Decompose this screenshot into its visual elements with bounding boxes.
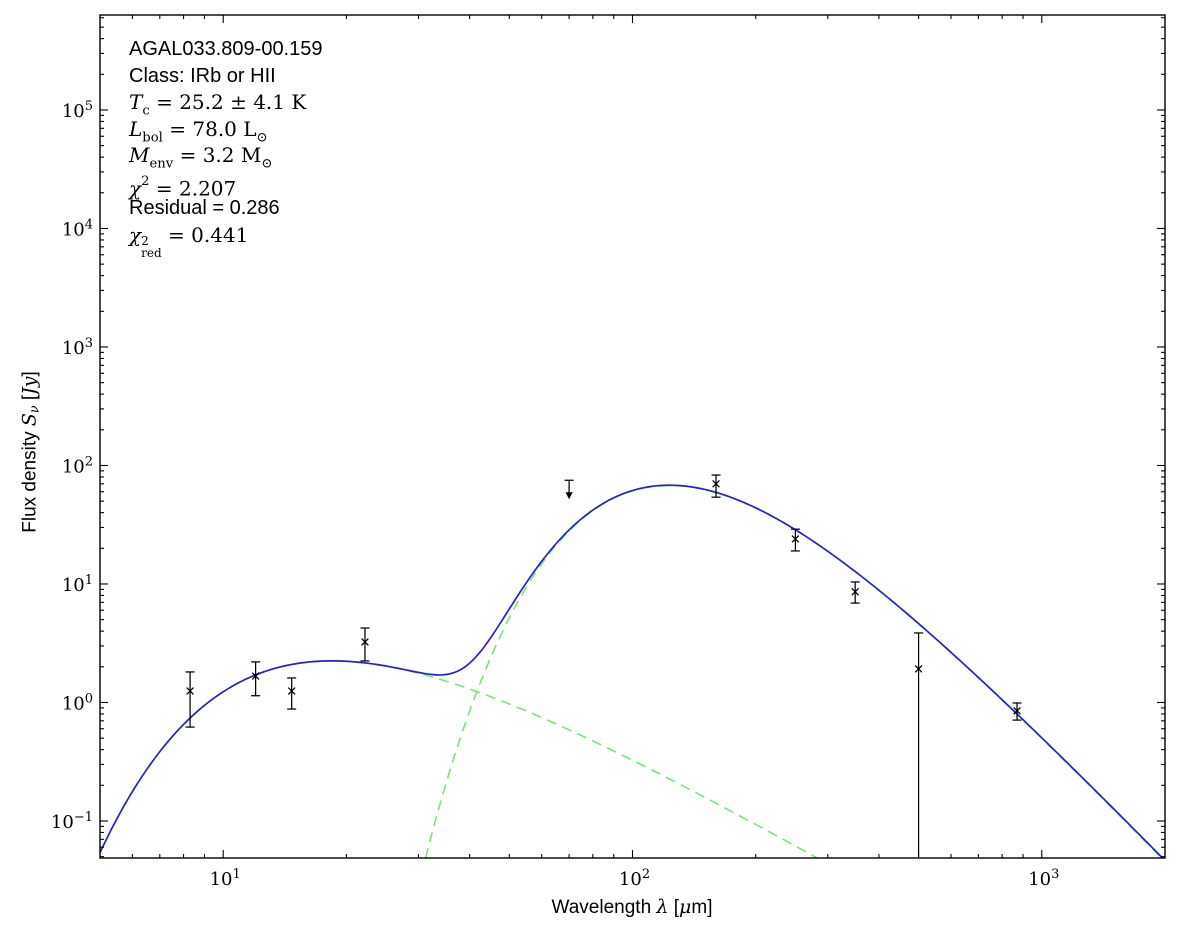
data-point-160um xyxy=(711,474,721,498)
data-point-250um xyxy=(790,528,800,552)
text-segment: [ xyxy=(19,394,41,406)
text-segment: χ xyxy=(129,176,142,201)
text-segment: [ xyxy=(668,897,680,918)
info-line-residual: Residual = 0.286 xyxy=(129,195,323,222)
text-segment: m] xyxy=(691,897,713,918)
tick-label-10e5: 105 xyxy=(62,99,93,122)
data-point-8.3um xyxy=(185,671,195,728)
tick-label-10e1: 101 xyxy=(210,867,241,890)
warm-component-curve xyxy=(100,660,819,858)
tick-label-10e4: 104 xyxy=(62,217,93,240)
data-point-14.7um xyxy=(287,677,297,710)
tick-label-10e2: 102 xyxy=(62,454,93,477)
data-point-22.2um xyxy=(360,627,370,662)
x-axis-label: Wavelength λ [μm] xyxy=(552,896,713,919)
text-segment: ] xyxy=(19,371,41,377)
text-segment: = 25.2 ± 4.1 K xyxy=(149,90,307,114)
text-segment: Residual = 0.286 xyxy=(129,197,280,219)
text-segment: T xyxy=(129,90,143,114)
text-segment: = 3.2 M xyxy=(173,143,262,167)
text-segment: Flux density xyxy=(19,426,41,533)
text-segment: M xyxy=(129,143,150,167)
tick-label-10e2: 102 xyxy=(619,867,650,890)
text-segment: ν xyxy=(26,405,42,414)
data-point-70um xyxy=(564,479,574,500)
data-point-870um xyxy=(1012,702,1022,721)
text-segment: χ xyxy=(129,222,142,247)
info-line-source-name: AGAL033.809-00.159 xyxy=(129,36,323,63)
axis-ticks xyxy=(100,15,1165,858)
text-segment: L xyxy=(129,116,143,141)
data-point-12um xyxy=(251,661,261,697)
tick-label-10e3: 103 xyxy=(62,336,93,359)
super-sub-script: 2 red xyxy=(141,234,162,261)
data-point-350um xyxy=(850,581,860,604)
tick-labels: 101 102 103 10−1 100 101 102 103 104 105 xyxy=(51,99,1059,890)
info-line-chi-squared: χ2 = 2.207 xyxy=(129,169,323,201)
text-segment: ⊙ xyxy=(256,129,268,145)
data-point-500um xyxy=(914,632,924,857)
total-fit-curve xyxy=(100,484,1164,858)
text-segment: bol xyxy=(142,129,163,145)
tick-label-10e0: 100 xyxy=(62,691,93,714)
text-segment: 2 xyxy=(141,173,150,189)
info-line-temperature: Tc = 25.2 ± 4.1 K xyxy=(129,89,323,119)
text-segment: Jy xyxy=(18,376,41,395)
info-line-luminosity: Lbol = 78.0 L⊙ xyxy=(129,116,323,145)
text-segment: μ xyxy=(679,896,692,918)
text-segment: Class: IRb or HII xyxy=(129,64,276,87)
tick-label-10e3: 103 xyxy=(1028,867,1059,890)
info-line-chi-squared-reduced: χ 2 red = 0.441 xyxy=(129,222,323,260)
text-segment: AGAL033.809-00.159 xyxy=(129,38,323,60)
info-line-class-line: Class: IRb or HII xyxy=(129,63,323,90)
info-line-envelope-mass: Menv = 3.2 M⊙ xyxy=(129,142,323,172)
y-axis-label: Flux density Sν [Jy] xyxy=(19,371,42,533)
data-points xyxy=(185,474,1022,857)
fit-info-box: AGAL033.809-00.159 Class: IRb or HII Tc = … xyxy=(129,36,323,260)
tick-label-10e1: 101 xyxy=(62,573,93,596)
fit-curves xyxy=(100,484,1164,858)
text-segment: = 2.207 xyxy=(149,176,237,201)
text-segment: λ xyxy=(656,896,669,918)
tick-label-10e-1: 10−1 xyxy=(51,810,93,833)
text-segment: = 0.441 xyxy=(161,222,249,247)
text-segment: env xyxy=(149,156,174,172)
text-segment: S xyxy=(18,413,41,427)
text-segment: ⊙ xyxy=(261,156,273,172)
text-segment: = 78.0 L xyxy=(162,116,257,141)
cold-component-curve xyxy=(424,484,1163,858)
text-segment: Wavelength xyxy=(551,897,657,918)
text-segment: c xyxy=(142,103,150,119)
